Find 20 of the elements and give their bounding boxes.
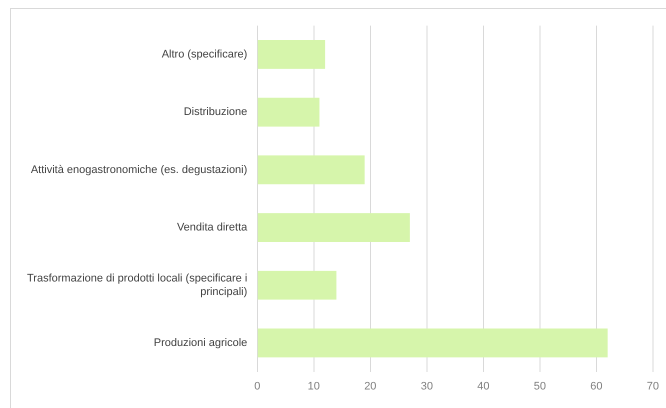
bar bbox=[258, 270, 336, 300]
x-tick-label: 60 bbox=[590, 380, 602, 392]
x-tick-label: 70 bbox=[646, 380, 660, 392]
x-tick-label: 40 bbox=[477, 380, 490, 392]
bar bbox=[258, 98, 320, 127]
y-tick-label: Attività enogastronomiche (es. degustazioni) bbox=[30, 164, 248, 176]
x-tick-label: 50 bbox=[534, 380, 546, 392]
bar bbox=[258, 40, 326, 69]
bar bbox=[258, 213, 410, 242]
x-tick-label: 30 bbox=[420, 380, 433, 392]
bar bbox=[258, 328, 608, 358]
y-tick-label: Trasformazione di prodotti locali (specificare i principali) bbox=[26, 272, 248, 298]
y-tick-label: Produzioni agricole bbox=[154, 336, 248, 349]
x-tick-label: 10 bbox=[308, 380, 320, 392]
y-tick-label: Altro (specificare) bbox=[162, 48, 248, 60]
y-tick-label: Vendita diretta bbox=[176, 222, 248, 234]
y-tick-label: Distribuzione bbox=[184, 106, 248, 118]
x-tick-label: 20 bbox=[364, 380, 376, 392]
x-tick-label: 0 bbox=[254, 380, 260, 392]
bar bbox=[258, 155, 365, 184]
